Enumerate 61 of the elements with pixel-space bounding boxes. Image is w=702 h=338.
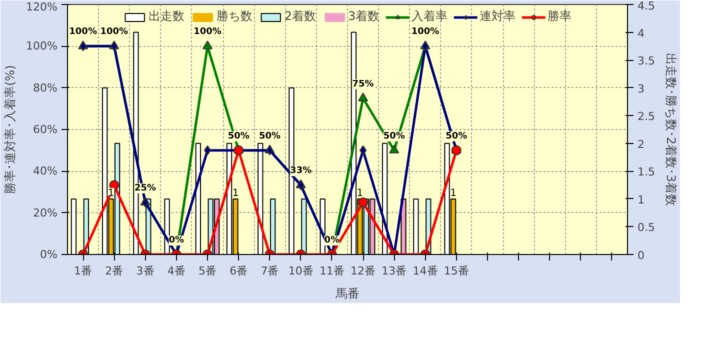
point [360,145,367,156]
point [389,144,400,154]
data-label: 75% [352,79,374,90]
y2-tick-label: 2 [638,138,644,151]
legend-label: 勝ち数 [216,8,252,25]
y-tick-label: 60% [33,123,58,136]
y-tick-label: 40% [33,164,58,178]
data-label: 0% [168,236,184,246]
legend-label: 連対率 [480,8,516,25]
y-tick-label: 0% [40,248,58,261]
data-label: 100% [69,27,97,38]
data-label: 1 [450,188,456,199]
y2-axis-title: 出走数･勝ち数･2着数･3着数 [664,52,678,206]
x-tick-label: 7番 [260,264,279,278]
y2-tick-label: 1 [638,193,644,206]
y2-tick-label: 0.5 [638,221,655,234]
data-label: 100% [411,27,440,38]
x-tick-label: 13番 [382,264,407,278]
data-label: 50% [258,131,280,142]
point [202,40,212,50]
data-label: 50% [383,131,405,142]
y-tick-label: 100% [26,40,58,53]
x-tick-label: 5番 [198,264,216,278]
y-tick-label: 80% [33,81,58,94]
data-label: 1 [356,188,364,199]
y2-tick-label: 2.5 [638,110,655,124]
y-axis-title: 勝率･連対率･入着率(%) [3,65,18,194]
x-tick-label: 11番 [319,264,344,278]
x-tick-label: 14番 [412,264,438,278]
point [358,92,368,102]
data-label: 100% [194,27,222,38]
x-tick-label: 10番 [288,264,314,278]
legend-label: 出走数 [148,8,184,25]
x-tick-label: 6番 [230,264,248,278]
x-tick-label: 15番 [444,264,469,278]
x-tick-label: 1番 [74,264,92,278]
x-axis-title: 馬番 [334,286,360,300]
y2-tick-label: 3.5 [638,54,655,68]
data-label: 50% [446,131,468,142]
y2-tick-label: 0 [638,249,644,262]
y-tick-label: 120% [26,0,58,14]
data-label: 1 [232,188,239,199]
legend-label: 3着数 [348,8,380,25]
y2-tick-label: 4 [638,26,644,40]
data-label: 50% [228,131,250,142]
y-tick-label: 20% [33,206,58,220]
legend-label: 2着数 [284,8,316,25]
y2-tick-label: 3 [638,82,644,96]
x-tick-label: 12番 [350,264,376,278]
data-label: 25% [134,183,156,194]
data-label: 1 [108,188,114,199]
legend-label: 勝率 [548,8,572,25]
legend-label: 入着率 [412,8,448,25]
y2-tick-label: 1.5 [638,166,655,179]
x-tick-label: 3番 [136,264,154,278]
data-label: 33% [290,166,312,176]
data-label: 0% [324,236,340,246]
x-tick-label: 4番 [167,264,186,278]
y2-tick-label: 4.5 [638,0,655,12]
x-tick-label: 2番 [105,264,124,278]
data-label: 100% [100,27,128,38]
